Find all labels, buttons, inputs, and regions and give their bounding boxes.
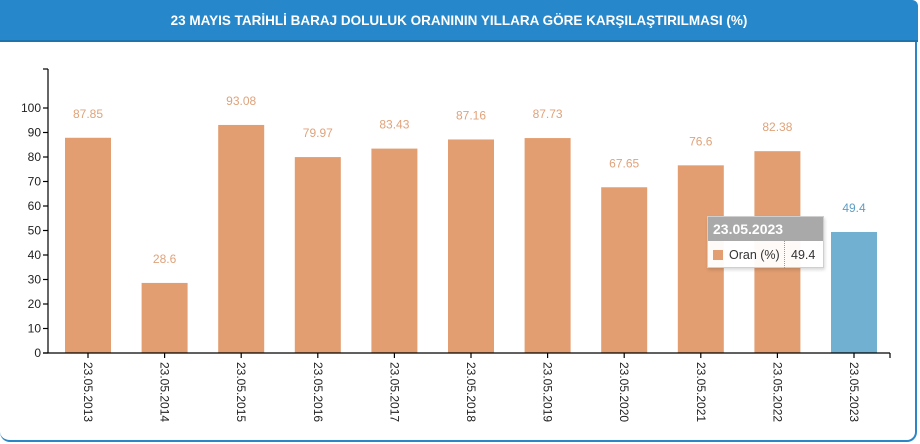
y-tick-label: 70 — [28, 175, 42, 189]
bar[interactable] — [524, 138, 571, 353]
x-tick-label: 23.05.2019 — [541, 362, 555, 422]
x-tick-label: 23.05.2014 — [158, 362, 172, 422]
bar[interactable] — [371, 148, 418, 353]
bar[interactable] — [294, 157, 341, 353]
bar[interactable] — [448, 139, 494, 353]
y-tick-label: 100 — [21, 101, 41, 115]
x-tick-label: 23.05.2016 — [311, 362, 325, 422]
y-tick-label: 10 — [28, 322, 42, 336]
y-tick-label: 40 — [28, 248, 42, 262]
bar-value-label: 82.38 — [762, 120, 792, 134]
bar-value-label: 76.6 — [689, 134, 713, 148]
x-tick-label: 23.05.2022 — [770, 362, 784, 422]
bar-value-label: 49.4 — [842, 201, 866, 215]
x-tick-label: 23.05.2013 — [81, 362, 95, 422]
bar[interactable] — [65, 137, 111, 353]
chart-header: 23 MAYIS TARİHLİ BARAJ DOLULUK ORANININ … — [0, 0, 918, 42]
y-tick-label: 50 — [28, 224, 42, 238]
x-tick-label: 23.05.2020 — [617, 362, 631, 422]
bar[interactable] — [601, 187, 648, 353]
bar-value-label: 79.97 — [303, 126, 333, 140]
y-tick-label: 60 — [28, 199, 42, 213]
y-tick-label: 90 — [28, 126, 42, 140]
tooltip-value: 49.4 — [791, 247, 816, 262]
tooltip-row: Oran (%) 49.4 — [708, 241, 823, 268]
chart-title: 23 MAYIS TARİHLİ BARAJ DOLULUK ORANININ … — [170, 12, 748, 28]
bars: 87.85 28.6 93.08 79.97 83.43 87.16 87.73 67.65 7… — [65, 94, 877, 353]
x-tick-label: 23.05.2015 — [234, 362, 248, 422]
tooltip: 23.05.2023 Oran (%) 49.4 — [707, 216, 824, 268]
x-tick-label: 23.05.2018 — [464, 362, 478, 422]
y-tick-label: 20 — [28, 297, 42, 311]
bar-value-label: 87.85 — [73, 107, 103, 121]
bar[interactable] — [831, 231, 877, 353]
bar-value-label: 28.6 — [153, 252, 177, 266]
y-tick-label: 80 — [28, 150, 42, 164]
tooltip-series-label: Oran (%) — [729, 247, 780, 262]
bar-value-label: 93.08 — [226, 94, 256, 108]
x-tick-label: 23.05.2021 — [694, 362, 708, 422]
x-tick-label: 23.05.2023 — [847, 362, 861, 422]
x-tick-label: 23.05.2017 — [387, 362, 401, 422]
y-axis: 0 10 20 30 40 50 60 70 80 90 100 — [21, 68, 49, 360]
y-tick-label: 0 — [34, 346, 41, 360]
x-axis: 23.05.2013 23.05.2014 23.05.2015 23.05.2016… — [43, 352, 891, 422]
bar-value-label: 67.65 — [609, 156, 639, 170]
tooltip-title: 23.05.2023 — [708, 217, 823, 241]
bar[interactable] — [218, 124, 265, 353]
bar-value-label: 87.16 — [456, 108, 486, 122]
tooltip-series: Oran (%) — [708, 241, 785, 268]
bar-value-label: 87.73 — [533, 107, 563, 121]
y-tick-label: 30 — [28, 273, 42, 287]
bar-value-label: 83.43 — [379, 118, 409, 132]
legend-swatch-icon — [713, 249, 723, 260]
bar[interactable] — [141, 282, 188, 353]
